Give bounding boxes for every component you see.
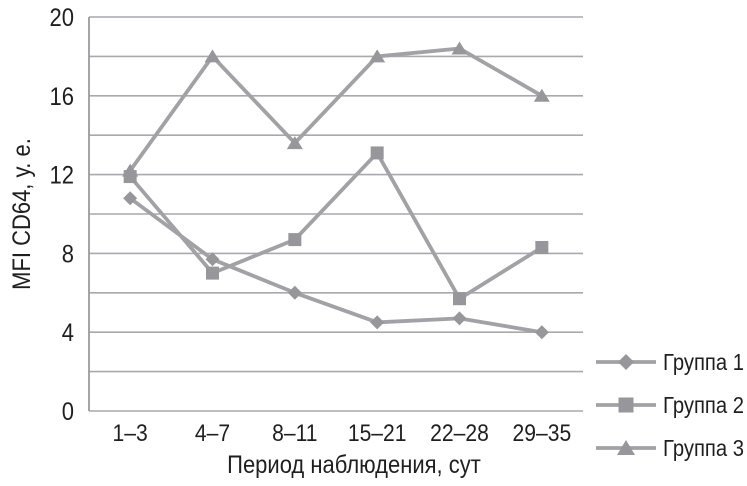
triangle-marker-icon xyxy=(286,136,303,150)
y-tick-label: 16 xyxy=(50,83,74,111)
diamond-marker-icon xyxy=(618,354,634,370)
square-marker-icon xyxy=(535,240,549,254)
legend-label: Группа 2 xyxy=(663,392,744,419)
series-line xyxy=(128,151,543,301)
square-marker-icon xyxy=(288,233,302,247)
triangle-marker-icon xyxy=(369,49,386,63)
y-tick-label: 12 xyxy=(50,161,74,189)
x-tick-label: 1–3 xyxy=(113,420,148,447)
x-tick-label: 4–7 xyxy=(195,420,230,447)
y-axis-labels: 0 4 8 12 16 20 xyxy=(50,4,74,426)
series-group-3 xyxy=(122,41,550,177)
triangle-marker-icon xyxy=(451,41,468,55)
square-marker-icon xyxy=(370,146,384,160)
legend-item-2: Группа 2 xyxy=(596,392,744,419)
square-marker-icon xyxy=(206,266,219,280)
x-axis-labels: 1–3 4–7 8–11 15–21 22–28 29–35 xyxy=(113,420,572,447)
square-marker-icon xyxy=(453,292,466,306)
legend: Группа 1 Группа 2 Группа 3 xyxy=(596,349,744,462)
series-line xyxy=(128,46,543,172)
legend-label: Группа 3 xyxy=(663,435,744,462)
legend-item-1: Группа 1 xyxy=(596,349,744,376)
diamond-marker-icon xyxy=(123,191,138,206)
diamond-marker-icon xyxy=(205,252,220,267)
y-tick-label: 4 xyxy=(62,319,74,347)
triangle-marker-icon xyxy=(617,440,635,455)
x-tick-label: 22–28 xyxy=(430,420,489,447)
y-tick-label: 8 xyxy=(62,240,74,268)
y-tick-label: 0 xyxy=(62,398,74,426)
y-tick-label: 20 xyxy=(50,4,74,32)
triangle-marker-icon xyxy=(204,49,221,63)
legend-label: Группа 1 xyxy=(663,349,744,376)
triangle-marker-icon xyxy=(122,163,139,177)
legend-item-3: Группа 3 xyxy=(596,435,744,462)
square-marker-icon xyxy=(618,397,634,413)
triangle-marker-icon xyxy=(533,88,550,102)
y-axis-title: MFI CD64, у. е. xyxy=(8,138,36,290)
diamond-marker-icon xyxy=(534,325,549,340)
x-tick-label: 8–11 xyxy=(272,420,317,447)
diamond-marker-icon xyxy=(452,311,467,326)
x-tick-label: 29–35 xyxy=(512,420,571,447)
gridlines xyxy=(89,16,583,412)
x-tick-label: 15–21 xyxy=(348,420,407,447)
x-axis-title: Период наблюдения, сут xyxy=(227,451,481,479)
diamond-marker-icon xyxy=(370,315,385,330)
diamond-marker-icon xyxy=(287,285,302,300)
series-group-1 xyxy=(123,191,549,340)
series-line xyxy=(129,196,543,335)
